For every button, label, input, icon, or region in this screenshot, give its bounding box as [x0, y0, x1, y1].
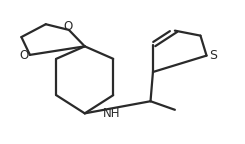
Text: O: O [19, 49, 28, 62]
Text: S: S [209, 49, 217, 62]
Text: NH: NH [103, 107, 120, 120]
Text: O: O [63, 20, 72, 33]
